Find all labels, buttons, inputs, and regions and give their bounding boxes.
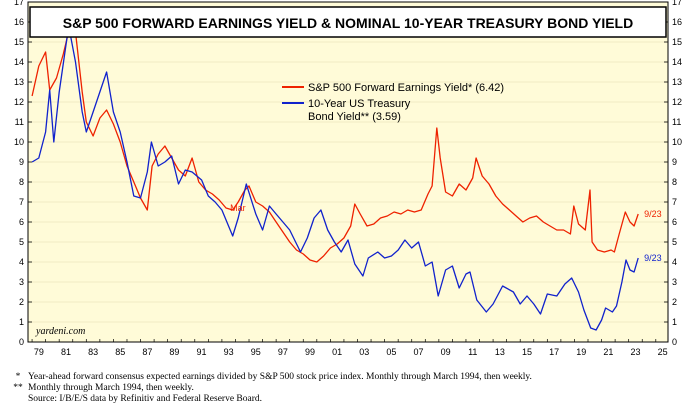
- footnote-1-text: Year-ahead forward consensus expected ea…: [28, 372, 532, 382]
- x-tick-label: 99: [305, 347, 315, 357]
- x-tick-label: 01: [332, 347, 342, 357]
- x-tick-label: 87: [142, 347, 152, 357]
- y-tick-label-right: 3: [672, 277, 677, 287]
- footnote-2-mark: **: [13, 383, 23, 393]
- legend-label-sp500: S&P 500 Forward Earnings Yield* (6.42): [308, 82, 504, 94]
- axis-ticks: [28, 1, 668, 343]
- x-tick-label: 13: [495, 347, 505, 357]
- annotation-mar: Mar: [230, 203, 246, 213]
- y-tick-label-right: 7: [672, 197, 677, 207]
- x-tick-label: 79: [34, 347, 44, 357]
- y-tick-label-right: 1: [672, 317, 677, 327]
- footnote-1-mark: *: [15, 372, 21, 382]
- y-tick-label-left: 1: [19, 317, 24, 327]
- x-tick-label: 83: [88, 347, 98, 357]
- chart-title: S&P 500 FORWARD EARNINGS YIELD & NOMINAL…: [63, 15, 633, 31]
- y-tick-label-left: 7: [19, 197, 24, 207]
- y-tick-label-left: 11: [15, 117, 24, 127]
- y-tick-label-left: 9: [19, 157, 24, 167]
- x-tick-label: 81: [61, 347, 71, 357]
- y-tick-label-right: 13: [672, 77, 682, 87]
- x-tick-label: 03: [359, 347, 369, 357]
- end-labels: 9/23 9/23: [644, 209, 662, 263]
- y-tick-label-right: 9: [672, 157, 677, 167]
- x-tick-label: 91: [197, 347, 207, 357]
- y-tick-label-left: 13: [14, 77, 24, 87]
- y-tick-label-left: 17: [14, 0, 24, 7]
- x-tick-label: 93: [224, 347, 234, 357]
- y-tick-label-right: 8: [672, 177, 677, 187]
- x-tick-label: 25: [658, 347, 668, 357]
- y-tick-label-right: 4: [672, 257, 677, 267]
- series-line-treasury-yield: [31, 25, 639, 331]
- legend-label-treasury-line2: Bond Yield** (3.59): [308, 111, 401, 123]
- series-line-sp500-earnings-yield: [31, 25, 639, 263]
- y-tick-label-right: 16: [672, 17, 682, 27]
- y-tick-label-left: 2: [19, 297, 24, 307]
- y-tick-label-right: 17: [672, 0, 682, 7]
- x-tick-label: 23: [630, 347, 640, 357]
- x-tick-label: 19: [576, 347, 586, 357]
- x-tick-label: 97: [278, 347, 288, 357]
- y-tick-label-left: 10: [14, 137, 24, 147]
- y-tick-label-right: 15: [672, 37, 682, 47]
- y-tick-label-right: 5: [672, 237, 677, 247]
- footnote-2: ** Monthly through March 1994, then weekl…: [8, 383, 688, 394]
- footnote-2-text: Monthly through March 1994, then weekly.: [28, 383, 194, 393]
- x-tick-label: 09: [441, 347, 451, 357]
- x-tick-label: 85: [115, 347, 125, 357]
- x-tick-label: 95: [251, 347, 261, 357]
- y-tick-label-left: 12: [14, 97, 24, 107]
- footnote-1: * Year-ahead forward consensus expected e…: [8, 372, 688, 383]
- y-tick-label-right: 11: [672, 117, 681, 127]
- y-tick-label-left: 0: [19, 337, 24, 347]
- title-box: [29, 6, 667, 38]
- x-tick-label: 21: [603, 347, 613, 357]
- series-lines: [31, 25, 639, 331]
- x-tick-label: 89: [169, 347, 179, 357]
- footnotes: * Year-ahead forward consensus expected e…: [8, 372, 688, 405]
- legend-label-treasury-line1: 10-Year US Treasury: [308, 98, 411, 110]
- x-tick-label: 07: [414, 347, 424, 357]
- y-tick-label-right: 10: [672, 137, 682, 147]
- x-tick-label: 11: [468, 347, 477, 357]
- y-tick-label-left: 4: [19, 257, 24, 267]
- source-note: Source: I/B/E/S data by Refinitiv and Fe…: [28, 394, 263, 404]
- y-tick-label-left: 8: [19, 177, 24, 187]
- x-tick-label: 15: [522, 347, 532, 357]
- end-label-treasury: 9/23: [644, 253, 662, 263]
- watermark: yardeni.com: [35, 326, 85, 337]
- end-label-sp500: 9/23: [644, 209, 662, 219]
- y-tick-label-right: 12: [672, 97, 682, 107]
- y-tick-label-left: 3: [19, 277, 24, 287]
- x-tick-label: 17: [549, 347, 559, 357]
- legend: S&P 500 Forward Earnings Yield* (6.42) 1…: [282, 82, 504, 123]
- y-tick-label-left: 14: [14, 57, 24, 67]
- x-tick-label: 05: [386, 347, 396, 357]
- y-tick-label-right: 14: [672, 57, 682, 67]
- y-tick-label-right: 0: [672, 337, 677, 347]
- y-tick-label-right: 2: [672, 297, 677, 307]
- y-tick-label-left: 15: [14, 37, 24, 47]
- y-tick-label-left: 6: [19, 217, 24, 227]
- y-tick-label-right: 6: [672, 217, 677, 227]
- y-tick-label-left: 16: [14, 17, 24, 27]
- y-tick-label-left: 5: [19, 237, 24, 247]
- x-axis-labels: 79 81 83 85 87 89 91 93 95 97 99 01 03 05 07 09 11 13 15 17…: [34, 347, 668, 357]
- plot-area: [27, 1, 669, 343]
